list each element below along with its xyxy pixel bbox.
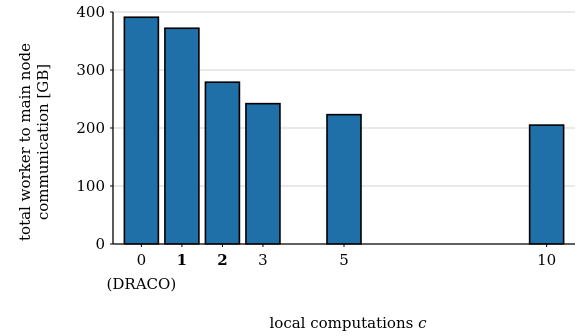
x-tick-label-0: 0: [137, 251, 147, 269]
x-tick-labels: 0 1 2 3 5 10: [137, 244, 556, 269]
y-tick-labels: 0 100 200 300 400: [76, 3, 113, 253]
x-tick-label-3: 3: [258, 251, 268, 269]
x-axis-title-variable: c: [418, 314, 427, 332]
bar-0: [123, 16, 160, 245]
bar-3: [245, 102, 281, 245]
x-tick-label-2: 2: [217, 251, 227, 269]
x-axis-title: local computations c: [269, 314, 427, 332]
y-tick-label-400: 400: [76, 3, 105, 21]
y-tick-label-100: 100: [76, 177, 105, 195]
y-tick-label-300: 300: [76, 61, 105, 79]
y-axis-title-line1: total worker to main node: [16, 43, 34, 241]
y-tick-label-0: 0: [95, 235, 105, 253]
bar-10: [528, 124, 565, 245]
x-tick-label-1: 1: [177, 251, 187, 269]
bars: [123, 16, 565, 245]
y-tick-label-200: 200: [76, 119, 105, 137]
x-tick-sublabel: (DRACO): [107, 275, 177, 293]
x-tick-label-10: 10: [537, 251, 556, 269]
y-axis-title-line2: communication [GB]: [34, 64, 52, 220]
bar-2: [204, 81, 241, 245]
bar-1: [164, 27, 200, 245]
x-tick-label-5: 5: [339, 251, 349, 269]
bar-5: [326, 113, 362, 245]
x-axis-title-text: local computations: [269, 314, 418, 332]
